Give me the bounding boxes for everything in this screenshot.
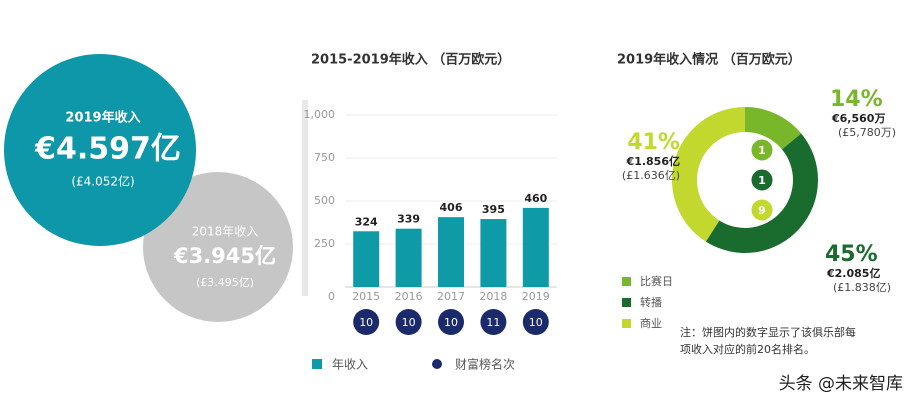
rank-label: 10 (444, 316, 458, 329)
bar (480, 219, 507, 287)
y-tick-label: 750 (314, 151, 335, 164)
value-label: 395 (482, 203, 505, 216)
value-label: 460 (524, 192, 547, 205)
percent-label: 14% (830, 87, 883, 112)
amount-gbp-label: (£5,780万) (838, 126, 896, 139)
x-tick-label: 2019 (522, 290, 550, 303)
value-label: 406 (440, 201, 463, 214)
chart-title: 2015-2019年收入 （百万欧元） (311, 52, 510, 68)
y-tick-label: 500 (314, 194, 335, 207)
legend-swatch (312, 359, 322, 369)
x-tick-label: 2017 (437, 290, 465, 303)
legend-label: 转播 (640, 295, 662, 309)
bar (395, 228, 422, 287)
percent-label: 41% (627, 130, 680, 155)
bar (522, 207, 549, 287)
rank-marker (438, 309, 464, 335)
rank-marker (750, 168, 774, 192)
value-label: 324 (355, 215, 378, 228)
rank-marker (480, 309, 507, 335)
value-label: 339 (397, 213, 420, 226)
highlight-amount: €3.945亿 (173, 244, 276, 268)
rank-marker (522, 309, 549, 335)
legend-swatch (622, 319, 631, 328)
watermark: 头条 @未来智库 (779, 374, 903, 394)
amount-gbp-label: (£1.636亿) (622, 169, 680, 182)
rank-label: 10 (402, 316, 416, 329)
rank-marker (750, 138, 774, 162)
amount-gbp-label: (£1.838亿) (833, 281, 891, 294)
bar (438, 217, 464, 287)
amount-label: €2.085亿 (826, 266, 880, 280)
x-tick-label: 2015 (352, 290, 380, 303)
y-tick-label: 0 (328, 290, 335, 303)
legend-swatch (622, 298, 631, 307)
legend-swatch (622, 277, 631, 286)
x-tick-label: 2018 (479, 290, 507, 303)
x-tick-label: 2016 (395, 290, 423, 303)
rank-label: 11 (486, 316, 500, 329)
rank-marker (395, 309, 422, 335)
rank-label: 10 (359, 316, 373, 329)
highlight-label: 2018年收入 (192, 225, 259, 239)
percent-label: 45% (825, 242, 878, 267)
highlight-circle (4, 54, 196, 246)
rank-label: 9 (758, 204, 766, 217)
y-tick-label: 1,000 (304, 108, 336, 121)
legend-label: 商业 (640, 316, 662, 330)
amount-label: €6,560万 (831, 112, 885, 125)
rank-label: 10 (529, 316, 543, 329)
note: 项收入对应的前20名排名。 (680, 342, 815, 356)
donut-slice (705, 133, 818, 253)
legend-label: 年收入 (332, 358, 368, 372)
highlight-circle (143, 172, 293, 322)
rank-marker (750, 198, 774, 222)
y-tick-label: 250 (314, 237, 335, 250)
legend-swatch (432, 359, 442, 369)
highlight-gbp: (£3.495亿) (196, 276, 254, 289)
legend-label: 比赛日 (640, 274, 673, 288)
highlight-label: 2019年收入 (65, 110, 140, 126)
bar (353, 231, 380, 287)
chart-title: 2019年收入情况 （百万欧元） (617, 52, 801, 68)
amount-label: €1.856亿 (626, 154, 680, 168)
rank-marker (353, 309, 380, 335)
rank-label: 1 (758, 144, 766, 157)
highlight-amount: €4.597亿 (34, 132, 181, 167)
rank-label: 1 (758, 174, 766, 187)
donut-slice (745, 107, 802, 150)
axis-band (302, 100, 308, 296)
note: 注：饼图内的数字显示了该俱乐部每 (680, 325, 856, 339)
donut-slice (672, 107, 745, 242)
highlight-gbp: (£4.052亿) (71, 174, 134, 189)
legend-label: 财富榜名次 (455, 357, 515, 372)
